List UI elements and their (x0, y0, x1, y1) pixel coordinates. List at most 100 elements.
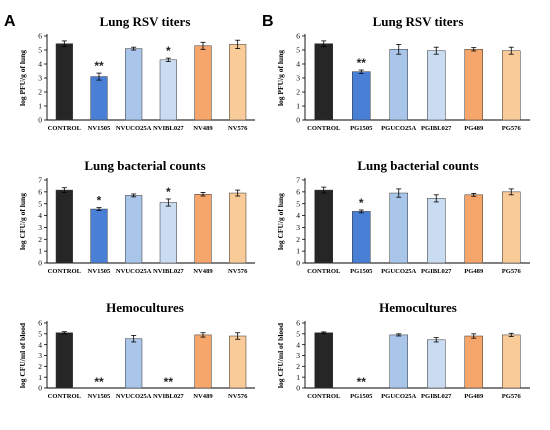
bar-nv489 (194, 193, 212, 264)
y-axis-label: log PFU/g of lung (18, 50, 27, 106)
category-label: PG489 (464, 268, 484, 275)
bar-pguco25a (389, 49, 408, 121)
bar-pguco25a (389, 334, 408, 389)
y-tick-label: 4 (38, 340, 42, 349)
category-label: PG1505 (350, 393, 373, 400)
category-label: CONTROL (48, 393, 82, 400)
category-label: NV576 (228, 393, 248, 400)
y-tick-label: 6 (296, 32, 300, 41)
bar-nv1505 (90, 208, 108, 264)
chart-title: Hemocultures (379, 300, 457, 315)
bar-pg489 (464, 194, 483, 264)
y-tick-label: 2 (296, 362, 300, 371)
category-label: PG1505 (350, 125, 373, 132)
y-tick-label: 6 (38, 187, 42, 196)
category-label: CONTROL (48, 268, 82, 275)
category-label: PG576 (502, 268, 522, 275)
category-label: NV576 (228, 268, 248, 275)
category-label: NVIBL027 (153, 393, 184, 400)
y-tick-label: 0 (296, 116, 300, 125)
y-tick-label: 2 (296, 88, 300, 97)
bar-nv489 (194, 45, 212, 121)
bar-nvibl027 (159, 202, 177, 264)
y-tick-label: 4 (296, 60, 300, 69)
bar-nvibl027 (159, 59, 177, 121)
significance-marker: * (97, 194, 102, 208)
bar-nv576 (229, 335, 247, 389)
y-tick-label: 3 (296, 351, 300, 360)
chart-title: Lung RSV titers (100, 14, 191, 29)
bar-pg576 (502, 50, 521, 121)
y-tick-label: 5 (296, 329, 300, 338)
bar-pgibl027 (427, 198, 446, 264)
category-label: NV489 (193, 268, 213, 275)
y-tick-label: 3 (38, 223, 42, 232)
y-tick-label: 6 (296, 319, 300, 328)
y-tick-label: 5 (38, 46, 42, 55)
category-label: NVUCO25A (116, 393, 152, 400)
y-tick-label: 2 (296, 235, 300, 244)
chart-1: Lung RSV titers 0 1 2 3 4 5 6 log PFU/g of lung C… (18, 14, 255, 132)
y-tick-label: 0 (296, 259, 300, 268)
bar-pg489 (464, 49, 483, 121)
bar-pgibl027 (427, 50, 446, 121)
chart-title: Lung bacterial counts (84, 158, 205, 173)
y-axis-label: log CFU/ml of blood (276, 322, 285, 388)
y-tick-label: 6 (296, 187, 300, 196)
bar-nvuco25a (125, 338, 143, 389)
y-tick-label: 5 (38, 199, 42, 208)
bar-nv576 (229, 192, 247, 264)
bar-nv1505 (90, 76, 108, 121)
y-tick-label: 5 (296, 199, 300, 208)
y-tick-label: 6 (38, 32, 42, 41)
bar-control (55, 332, 73, 389)
bar-pg1505 (352, 71, 371, 121)
chart-title: Lung RSV titers (373, 14, 464, 29)
significance-marker: ** (164, 375, 174, 389)
panel-label-a: A (4, 13, 16, 30)
significance-marker: ** (94, 59, 104, 73)
bar-nv576 (229, 44, 247, 121)
y-tick-label: 7 (38, 176, 42, 185)
category-label: PG489 (464, 393, 484, 400)
y-tick-label: 4 (296, 340, 300, 349)
category-label: NVUCO25A (116, 268, 152, 275)
significance-marker: * (166, 185, 171, 199)
category-label: CONTROL (307, 393, 341, 400)
category-label: PG489 (464, 125, 484, 132)
y-tick-label: 3 (296, 223, 300, 232)
chart-3: Lung bacterial counts 0 1 2 3 4 5 6 7 log CFU/g o… (18, 158, 255, 275)
y-tick-label: 1 (38, 102, 42, 111)
y-tick-label: 1 (296, 247, 300, 256)
category-label: NV1505 (88, 393, 111, 400)
panel-label-b: B (262, 13, 274, 30)
category-label: CONTROL (307, 268, 341, 275)
chart-5: Hemocultures 0 1 2 3 4 56 log CFU/ml of blood CO… (18, 300, 255, 400)
y-axis-label: log CFU/g of lung (18, 193, 27, 250)
category-label: PGIBL027 (421, 268, 452, 275)
significance-marker: * (359, 196, 364, 210)
bar-control (55, 43, 73, 121)
category-label: NVIBL027 (153, 125, 184, 132)
y-axis-label: log CFU/ml of blood (18, 322, 27, 388)
y-tick-label: 7 (296, 176, 300, 185)
chart-4: Lung bacterial counts 0 1 2 3 4 5 6 7 log CFU/g o… (276, 158, 530, 275)
y-tick-label: 0 (38, 259, 42, 268)
bar-nv489 (194, 334, 212, 389)
y-tick-label: 1 (38, 373, 42, 382)
bar-pg489 (464, 335, 483, 389)
category-label: PGUCO25A (381, 393, 416, 400)
category-label: PGUCO25A (381, 125, 416, 132)
bar-pg576 (502, 191, 521, 264)
bar-nvuco25a (125, 195, 143, 264)
y-tick-label: 4 (38, 211, 42, 220)
category-label: NVIBL027 (153, 268, 184, 275)
category-label: CONTROL (307, 125, 341, 132)
y-tick-label: 1 (296, 102, 300, 111)
y-tick-label: 5 (38, 329, 42, 338)
y-axis-label: log PFU/g of lung (276, 50, 285, 106)
y-tick-label: 4 (296, 211, 300, 220)
y-tick-label: 5 (296, 46, 300, 55)
category-label: CONTROL (48, 125, 82, 132)
